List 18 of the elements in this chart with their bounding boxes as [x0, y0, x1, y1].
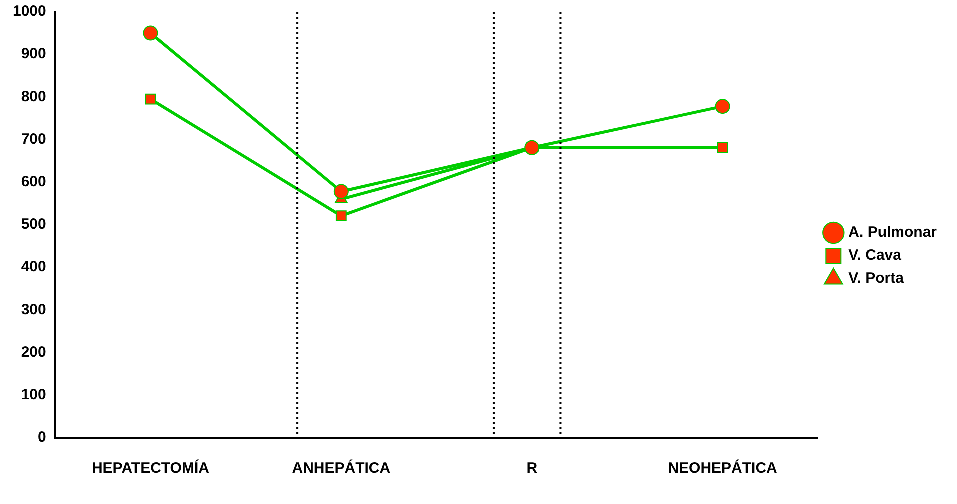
y-tick-label: 700: [21, 130, 46, 148]
y-tick-label: 500: [21, 216, 46, 234]
y-tick-label: 0: [38, 429, 46, 446]
x-tick-label: R: [526, 460, 538, 478]
x-tick-label: ANHEPÁTICA: [292, 459, 391, 478]
y-tick-label: 100: [21, 386, 46, 404]
y-tick-label: 200: [21, 344, 46, 361]
y-tick-label: 400: [21, 258, 46, 276]
y-tick-label: 300: [21, 301, 46, 318]
legend-label: V. Cava: [848, 247, 902, 264]
x-tick-label: HEPATECTOMÍA: [92, 459, 210, 478]
legend-label: V. Porta: [848, 270, 905, 288]
y-tick-label: 900: [21, 46, 46, 63]
y-tick-label: 1000: [12, 3, 46, 20]
y-tick-label: 800: [21, 88, 46, 106]
legend-label: A. Pulmonar: [848, 224, 938, 242]
x-tick-label: NEOHEPÁTICA: [668, 459, 778, 478]
y-tick-label: 600: [21, 174, 46, 191]
